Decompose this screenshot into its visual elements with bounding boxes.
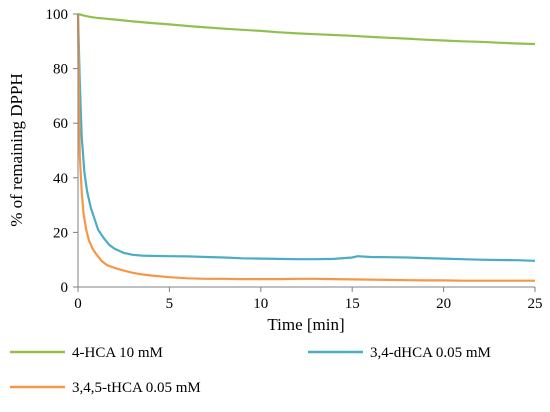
x-tick-label: 15 — [345, 296, 360, 312]
series-line-3 — [76, 13, 535, 282]
x-tick-label: 0 — [74, 296, 82, 312]
x-tick-label: 5 — [166, 296, 174, 312]
x-tick-label: 10 — [253, 296, 268, 312]
x-tick-label: 20 — [436, 296, 451, 312]
plot-series-layer — [76, 12, 536, 282]
y-tick-label: 0 — [61, 280, 69, 296]
y-tick-label: 40 — [53, 171, 68, 187]
legend-label-2: 3,4-dHCA 0.05 mM — [370, 345, 491, 361]
legend-label-1: 4-HCA 10 mM — [72, 345, 163, 361]
legend-label-3: 3,4,5-tHCA 0.05 mM — [72, 380, 201, 396]
y-tick-label: 20 — [53, 225, 68, 241]
axes-layer: 0 5 10 15 20 25 0 20 40 60 80 100 — [46, 7, 543, 312]
x-tick-label: 25 — [528, 296, 543, 312]
x-axis-title: Time [min] — [267, 315, 344, 334]
y-axis-title: % of remaining DPPH — [7, 73, 26, 226]
legend: 4-HCA 10 mM 3,4-dHCA 0.05 mM 3,4,5-tHCA 0.… — [10, 345, 491, 396]
series-line-1 — [77, 12, 536, 46]
y-tick-label: 100 — [46, 7, 69, 23]
series-line-2 — [76, 13, 536, 262]
y-tick-label: 60 — [53, 116, 68, 132]
y-tick-label: 80 — [53, 62, 68, 78]
